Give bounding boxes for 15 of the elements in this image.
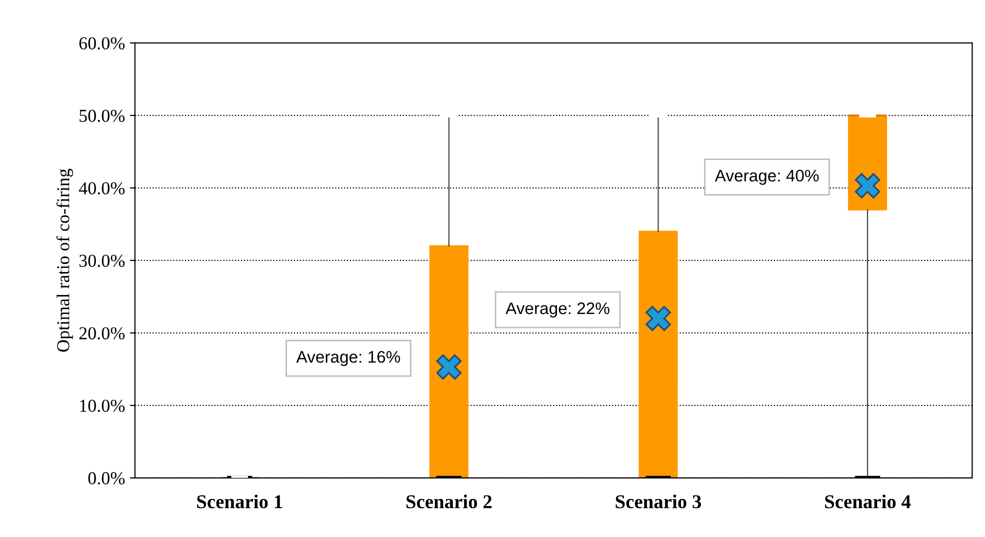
x-tick-label: Scenario 2 [406, 494, 492, 508]
y-tick-label: 0.0% [88, 472, 125, 484]
y-tick-label: 10.0% [80, 400, 125, 412]
y-tick-label: 50.0% [80, 110, 125, 122]
annotation: Average: 16% [296, 350, 400, 366]
y-tick-label: 40.0% [78, 182, 125, 194]
annotation: Average: 40% [714, 170, 819, 185]
y-tick-label: 20.0% [79, 327, 125, 340]
y-tick-label: 60.0% [79, 37, 125, 50]
y-tick-label: 30.0% [79, 254, 125, 267]
x-tick-label: Scenario 4 [825, 494, 911, 508]
annotation: Average: 22% [506, 302, 610, 318]
x-tick-label: Scenario 1 [197, 494, 282, 508]
x-tick-label: Scenario 3 [616, 494, 702, 508]
y-axis-title: Optimal ratio of co-firing [56, 168, 74, 352]
